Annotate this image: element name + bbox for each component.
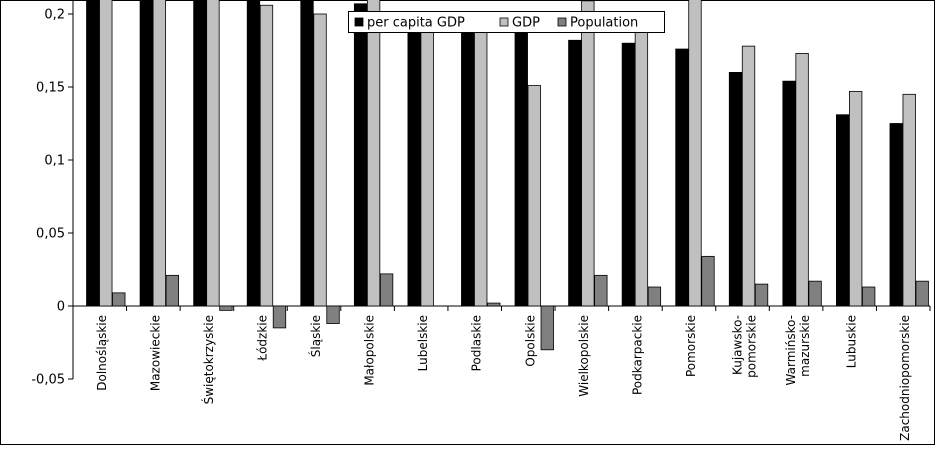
bar-population <box>112 292 126 307</box>
bar-per-capita-gdp <box>353 3 368 307</box>
x-tick-label: pomorskie <box>745 315 759 378</box>
x-tick-label: Zachodniopomorskie <box>898 315 912 441</box>
bar-population <box>540 305 554 351</box>
y-tick-label: 0 <box>57 300 65 315</box>
legend-swatch <box>557 17 567 27</box>
bar-per-capita-gdp <box>139 0 153 307</box>
bar-gdp <box>527 85 541 307</box>
bar-per-capita-gdp <box>407 16 421 307</box>
x-tick-label: Łódzkie <box>256 315 270 362</box>
legend-label: GDP <box>512 16 540 31</box>
bar-per-capita-gdp <box>300 0 314 307</box>
x-tick-label: Opolskie <box>523 315 537 367</box>
bar-gdp <box>206 0 220 307</box>
bar-population <box>379 273 394 307</box>
x-tick-label: Świętokrzyskie <box>201 315 216 404</box>
bar-per-capita-gdp <box>675 48 689 307</box>
x-tick-label: Mazowieckie <box>148 315 162 391</box>
bar-per-capita-gdp <box>728 72 743 307</box>
bar-population <box>647 286 662 307</box>
x-tick-label: Podkarpackie <box>630 315 644 395</box>
bar-per-capita-gdp <box>86 0 100 307</box>
bar-per-capita-gdp <box>193 0 207 307</box>
bar-population <box>862 286 876 307</box>
x-tick-label: Śląskie <box>308 315 323 357</box>
x-tick-label: Warmińsko- <box>784 315 798 385</box>
bar-gdp <box>99 0 113 307</box>
bar-per-capita-gdp <box>889 123 903 307</box>
bar-gdp <box>152 0 166 307</box>
bar-per-capita-gdp <box>514 32 528 307</box>
legend-label: per capita GDP <box>367 16 465 31</box>
legend-label: Population <box>570 16 638 31</box>
bar-population <box>754 283 769 307</box>
x-tick-label: Lubuskie <box>845 315 859 368</box>
bar-population <box>326 305 340 324</box>
bar-gdp <box>474 26 488 307</box>
x-tick-labels: Dolnośląskie Mazowieckie Świętokrzyskie Łód… <box>95 315 912 441</box>
bar-per-capita-gdp <box>461 32 475 307</box>
bar-per-capita-gdp <box>568 39 582 307</box>
bar-gdp <box>313 13 327 307</box>
bar-population <box>594 274 608 307</box>
legend: per capita GDP GDP Population <box>348 11 665 33</box>
bar-gdp <box>259 4 274 307</box>
x-tick-label: mazurskie <box>798 315 812 377</box>
y-tick-label: 0,05 <box>36 227 65 242</box>
bar-population <box>165 274 179 307</box>
y-tick-label: 0,15 <box>36 81 65 96</box>
x-tick-label: Pomorskie <box>684 315 698 377</box>
y-tick-label: 0,1 <box>44 154 65 169</box>
bars <box>86 0 929 351</box>
bar-gdp <box>849 90 863 307</box>
bar-gdp <box>902 93 916 307</box>
legend-swatch <box>354 17 364 27</box>
x-tick-label: Podlaskie <box>470 315 484 371</box>
bar-population <box>487 302 501 307</box>
bar-population <box>272 305 287 329</box>
bar-per-capita-gdp <box>246 0 261 307</box>
bar-per-capita-gdp <box>621 42 636 307</box>
x-tick-label: Dolnośląskie <box>95 315 109 391</box>
x-tick-label: Lubelskie <box>416 315 430 371</box>
bar-gdp <box>741 45 756 307</box>
bar-gdp <box>688 0 702 307</box>
x-tick-label: Wielkopolskie <box>577 315 591 397</box>
bar-per-capita-gdp <box>782 80 796 307</box>
bar-gdp <box>581 0 595 307</box>
y-tick-label: 0,2 <box>44 8 65 23</box>
bar-gdp <box>634 20 649 307</box>
bar-per-capita-gdp <box>836 114 850 307</box>
bar-population <box>701 255 715 307</box>
y-tick-label: -0,05 <box>31 373 65 388</box>
x-tick-label: Kujawsko- <box>731 315 745 375</box>
bar-gdp <box>366 0 381 307</box>
bar-gdp <box>795 53 809 307</box>
legend-swatch <box>499 17 509 27</box>
x-tick-label: Małopolskie <box>363 315 377 386</box>
bar-population <box>808 280 822 307</box>
bar-population <box>915 280 929 307</box>
bar-population <box>219 305 233 311</box>
bar-gdp <box>420 20 434 307</box>
